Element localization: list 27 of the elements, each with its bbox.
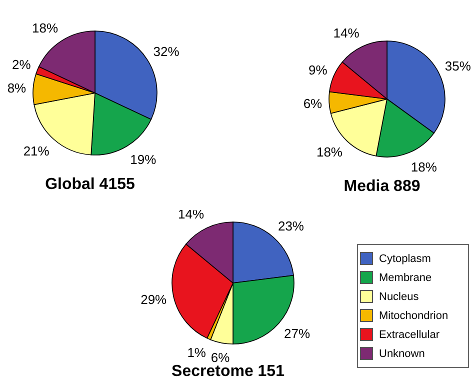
legend-label: Mitochondrion — [379, 308, 448, 324]
data-label: 35% — [444, 58, 472, 74]
data-label: 2% — [12, 57, 32, 72]
legend-label: Extracellular — [379, 328, 440, 342]
legend-label: Unknown — [379, 346, 425, 362]
data-label: 32% — [153, 44, 180, 60]
data-label: 14% — [178, 206, 204, 222]
data-label: 29% — [140, 292, 168, 308]
legend-label: Cytoplasm — [379, 252, 431, 266]
text: Global 4155 — [44, 176, 136, 194]
data-label: 9% — [308, 62, 328, 78]
data-label: 19% — [130, 152, 157, 167]
data-label: 8% — [7, 80, 27, 96]
data-label: 14% — [333, 25, 360, 40]
data-label: 6% — [210, 350, 230, 366]
text: Secretome 151 — [170, 363, 286, 381]
data-label: 18% — [410, 159, 438, 174]
data-label: 23% — [278, 218, 304, 234]
legend-label: Membrane — [379, 270, 432, 286]
text: Media 889 — [342, 178, 422, 196]
data-label: 21% — [23, 143, 50, 158]
data-label: 18% — [32, 20, 58, 36]
legend-label: Nucleus — [379, 290, 419, 304]
data-label: 18% — [316, 144, 343, 160]
data-label: 6% — [303, 96, 323, 112]
data-label: 1% — [187, 345, 206, 360]
data-label: 27% — [284, 326, 310, 341]
